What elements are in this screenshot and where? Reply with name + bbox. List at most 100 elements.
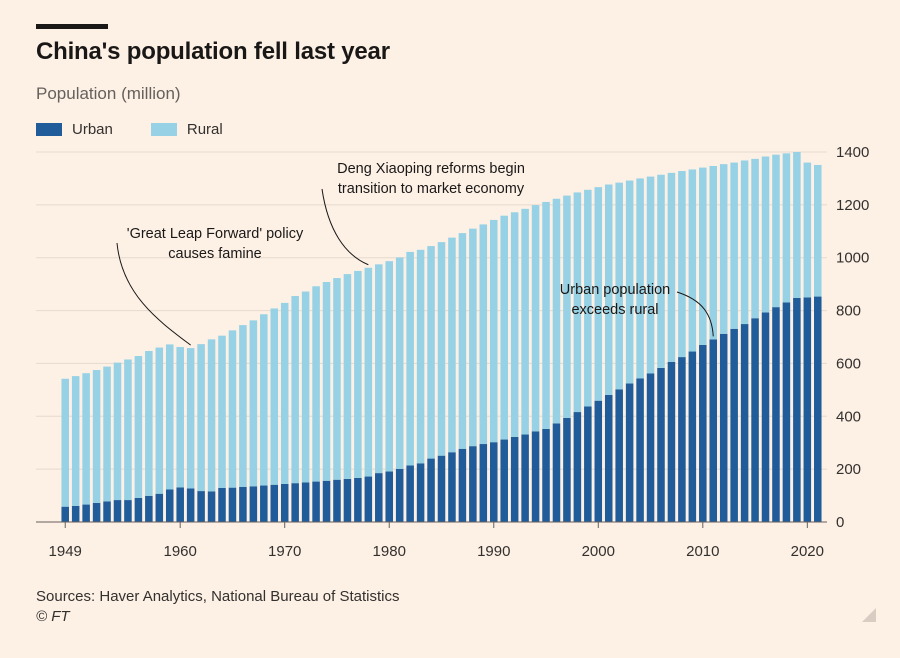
bar-rural-1960 (176, 347, 184, 488)
legend-swatch-urban (36, 123, 62, 136)
bar-rural-2009 (688, 169, 697, 352)
y-tick-label-600: 600 (836, 355, 861, 372)
bar-rural-1992 (510, 212, 519, 437)
bar-urban-1999 (584, 406, 592, 522)
bar-urban-1953 (103, 501, 111, 522)
x-tick-label-2010: 2010 (686, 543, 719, 560)
bar-rural-1959 (165, 344, 174, 490)
bar-rural-2013 (730, 162, 738, 329)
legend-item-rural: Rural (150, 121, 223, 138)
bar-urban-1957 (145, 495, 153, 522)
bar-urban-1962 (197, 491, 205, 522)
bar-rural-1975 (333, 278, 341, 480)
bar-rural-2017 (772, 154, 780, 308)
bar-urban-1996 (552, 423, 561, 522)
bar-rural-1993 (521, 208, 529, 435)
bar-urban-2004 (636, 378, 644, 522)
bar-urban-1975 (333, 479, 341, 522)
bar-rural-1955 (124, 359, 132, 501)
bar-urban-2010 (699, 344, 707, 522)
bar-urban-1989 (479, 444, 488, 522)
bar-rural-1985 (437, 242, 446, 456)
bar-rural-1996 (552, 198, 561, 424)
bar-rural-1989 (479, 224, 488, 445)
bar-rural-2015 (751, 158, 759, 319)
bar-rural-2020 (803, 162, 812, 298)
bar-rural-2004 (636, 178, 644, 379)
bar-rural-1956 (134, 356, 143, 498)
bar-urban-1951 (82, 504, 90, 522)
bar-urban-2008 (678, 357, 686, 522)
bar-rural-1961 (186, 348, 195, 489)
bar-rural-2018 (782, 153, 791, 303)
bar-rural-1968 (260, 314, 268, 486)
bar-urban-1987 (458, 448, 467, 522)
bar-urban-1968 (260, 485, 268, 522)
bar-urban-1959 (165, 489, 174, 522)
bar-urban-1961 (186, 488, 195, 522)
annotation-text-1961-line-1: 'Great Leap Forward' policy (127, 226, 304, 242)
legend-swatch-rural (150, 123, 177, 136)
chart-subtitle: Population (million) (36, 84, 181, 103)
bar-rural-1973 (312, 286, 320, 482)
bar-urban-2019 (793, 297, 801, 522)
legend-label-rural: Rural (186, 121, 223, 138)
bar-urban-1990 (489, 442, 498, 522)
legend: Urban Rural (36, 121, 261, 138)
bar-rural-2021 (814, 164, 822, 297)
bar-urban-1963 (207, 491, 216, 522)
y-tick-label-1200: 1200 (836, 197, 869, 214)
x-tick-label-2020: 2020 (791, 543, 824, 560)
bar-rural-1952 (92, 370, 101, 503)
bar-urban-2011 (709, 339, 718, 522)
bar-urban-1965 (228, 487, 237, 522)
bar-rural-1972 (301, 291, 310, 483)
annotation-leader-2011 (676, 291, 714, 337)
bar-rural-2010 (699, 167, 707, 345)
bar-urban-2009 (688, 351, 697, 522)
bar-urban-1993 (521, 434, 529, 522)
bar-urban-1997 (563, 417, 571, 522)
bar-urban-1992 (510, 436, 519, 522)
x-tick-label-1949: 1949 (49, 543, 82, 560)
y-tick-label-1400: 1400 (836, 144, 869, 161)
bar-urban-2007 (667, 361, 676, 522)
chart-title: China's population fell last year (36, 38, 390, 65)
bar-urban-1954 (113, 500, 122, 522)
bar-urban-1977 (354, 477, 362, 522)
bar-rural-1988 (469, 228, 477, 447)
bar-rural-1963 (207, 339, 216, 492)
bar-urban-1984 (427, 458, 435, 522)
bar-rural-1958 (155, 347, 164, 494)
x-tick-label-1970: 1970 (268, 543, 301, 560)
bar-urban-2000 (594, 400, 603, 522)
bar-rural-1969 (270, 308, 279, 485)
bar-rural-1987 (458, 233, 467, 449)
bar-rural-1951 (82, 373, 90, 505)
bar-urban-1995 (542, 428, 550, 522)
bar-rural-1983 (416, 249, 425, 464)
bar-urban-2016 (761, 312, 770, 522)
ft-credit: © FT (36, 608, 70, 625)
x-tick-label-1990: 1990 (477, 543, 510, 560)
bar-rural-2014 (740, 160, 749, 325)
bar-rural-1994 (531, 205, 540, 432)
annotation-text-1978-line-2: transition to market economy (338, 181, 525, 197)
x-tick-label-2000: 2000 (582, 543, 615, 560)
bar-urban-1979 (375, 473, 383, 522)
y-tick-label-400: 400 (836, 408, 861, 425)
bar-rural-2003 (625, 180, 634, 384)
bar-urban-2005 (646, 373, 655, 522)
bar-urban-1964 (218, 487, 226, 522)
y-tick-label-0: 0 (836, 514, 844, 531)
bar-urban-1981 (395, 468, 404, 522)
bar-rural-2011 (709, 166, 718, 340)
bar-urban-1980 (385, 471, 394, 522)
bar-rural-1984 (427, 246, 435, 459)
bar-rural-1962 (197, 344, 205, 492)
bar-rural-2012 (719, 164, 728, 334)
bar-rural-1997 (563, 195, 571, 418)
brand-bar (36, 24, 108, 29)
bar-rural-1978 (364, 267, 373, 477)
